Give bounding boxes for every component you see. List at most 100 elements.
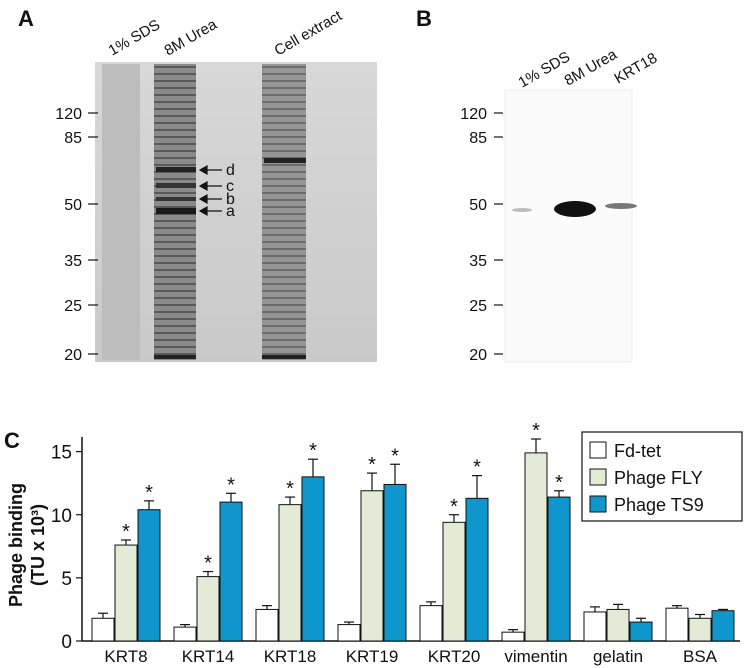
bar bbox=[255, 608, 279, 642]
bar bbox=[91, 617, 115, 642]
significance: * bbox=[391, 445, 399, 467]
y-axis-label: (TU x 10³) bbox=[28, 504, 48, 586]
lane-label: 8M Urea bbox=[162, 16, 221, 60]
panel-label: A bbox=[18, 6, 34, 31]
gel bbox=[95, 62, 377, 362]
bar bbox=[665, 607, 689, 642]
significance: * bbox=[368, 454, 376, 476]
bar bbox=[278, 504, 302, 642]
significance: * bbox=[309, 440, 317, 462]
y-tick-label: 15 bbox=[51, 443, 72, 464]
bar bbox=[606, 608, 630, 642]
bar bbox=[501, 631, 525, 642]
band bbox=[156, 167, 196, 172]
bar bbox=[337, 624, 361, 642]
legend-swatch bbox=[589, 468, 607, 486]
legend-label: Fd-tet bbox=[614, 441, 661, 461]
marker-label: 20 bbox=[469, 347, 487, 364]
marker-ticks bbox=[494, 112, 503, 355]
arrow-label: b bbox=[226, 191, 235, 208]
marker-label: 85 bbox=[64, 130, 82, 147]
band bbox=[156, 208, 196, 214]
x-tick-label: BSA bbox=[683, 647, 718, 666]
legend-label: Phage FLY bbox=[614, 468, 703, 488]
marker-label: 25 bbox=[64, 298, 82, 315]
x-tick-label: KRT18 bbox=[264, 647, 317, 666]
significance: * bbox=[204, 553, 212, 575]
panel-label: B bbox=[416, 6, 432, 31]
bar bbox=[219, 501, 243, 642]
lane-label: 1% SDS bbox=[106, 16, 164, 59]
legend-label: Phage TS9 bbox=[614, 495, 704, 515]
arrow-label: c bbox=[226, 178, 234, 195]
x-tick-label: vimentin bbox=[504, 647, 567, 666]
x-tick-label: KRT14 bbox=[182, 647, 235, 666]
legend-swatch bbox=[589, 441, 607, 459]
bar bbox=[173, 626, 197, 642]
band bbox=[156, 183, 196, 188]
band bbox=[554, 201, 596, 217]
x-tick-label: KRT8 bbox=[104, 647, 147, 666]
x-tick-label: gelatin bbox=[593, 647, 643, 666]
significance: * bbox=[122, 521, 130, 543]
legend-box bbox=[581, 431, 743, 522]
lane bbox=[262, 64, 306, 360]
bar bbox=[688, 617, 712, 642]
bar bbox=[196, 576, 220, 642]
y-tick-label: 5 bbox=[61, 569, 72, 590]
panel-c: C Phage binding (TU x 10³) 0 5 10 15 KRT8 * * K… bbox=[4, 420, 743, 666]
bar bbox=[629, 621, 653, 642]
bar bbox=[442, 521, 466, 642]
bar bbox=[137, 509, 161, 642]
marker-label: 120 bbox=[460, 106, 487, 123]
arrows bbox=[198, 164, 222, 217]
arrow-label: a bbox=[226, 203, 235, 220]
marker-label: 20 bbox=[64, 347, 82, 364]
marker-label: 50 bbox=[64, 197, 82, 214]
lane-label: KRT18 bbox=[612, 50, 661, 88]
marker-label: 50 bbox=[469, 197, 487, 214]
y-axis-label: Phage binding bbox=[6, 483, 26, 607]
lane bbox=[102, 64, 140, 360]
significance: * bbox=[145, 482, 153, 504]
lane-label: 1% SDS bbox=[516, 48, 574, 91]
bar bbox=[419, 605, 443, 642]
band bbox=[262, 355, 306, 359]
marker-label: 35 bbox=[64, 253, 82, 270]
band bbox=[264, 158, 306, 163]
marker-label: 85 bbox=[469, 130, 487, 147]
x-tick-label: KRT19 bbox=[346, 647, 399, 666]
panel-b: B 120 85 50 35 25 20 1% SDS 8M Urea KRT1… bbox=[416, 6, 660, 364]
band bbox=[605, 203, 637, 209]
bar bbox=[383, 483, 407, 642]
band bbox=[512, 208, 532, 212]
marker-label: 35 bbox=[469, 253, 487, 270]
marker-ticks bbox=[88, 112, 98, 355]
panel-a: A 120 85 50 35 25 20 1% SDS 8M Urea Cell… bbox=[18, 6, 377, 364]
y-tick-label: 10 bbox=[51, 506, 72, 527]
bar bbox=[524, 452, 548, 642]
significance: * bbox=[473, 457, 481, 479]
bar bbox=[583, 611, 607, 642]
bar bbox=[465, 497, 489, 642]
significance: * bbox=[555, 472, 563, 494]
significance: * bbox=[286, 478, 294, 500]
significance: * bbox=[450, 496, 458, 518]
arrow-label: d bbox=[226, 162, 235, 179]
x-tick-label: KRT20 bbox=[428, 647, 481, 666]
significance: * bbox=[532, 420, 540, 442]
lane-label: Cell extract bbox=[272, 7, 346, 60]
y-tick-label: 0 bbox=[61, 632, 72, 653]
bar bbox=[360, 490, 384, 642]
marker-label: 25 bbox=[469, 298, 487, 315]
bar bbox=[301, 476, 325, 642]
significance: * bbox=[227, 474, 235, 496]
bar bbox=[711, 610, 735, 642]
lane-label: 8M Urea bbox=[562, 46, 621, 90]
panel-label: C bbox=[4, 428, 20, 453]
legend-swatch bbox=[589, 495, 607, 513]
bar bbox=[547, 496, 571, 642]
blot bbox=[504, 89, 633, 363]
band bbox=[156, 197, 196, 201]
